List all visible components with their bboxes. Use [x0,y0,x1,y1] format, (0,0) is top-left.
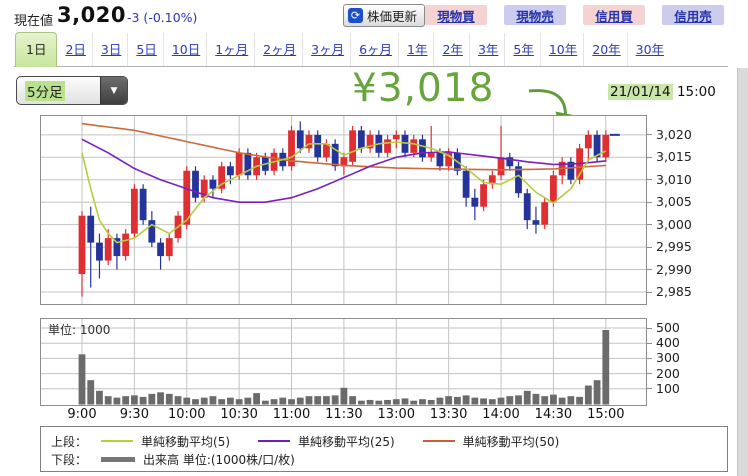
legend-item-単純移動平均(25): 単純移動平均(25) [258,433,395,450]
tab-2日[interactable]: 2日 [59,33,93,66]
volume-tick-dash [646,388,652,390]
x-axis-label-13:00: 13:00 [377,407,415,422]
legend-lower-row: 下段： 出来高 単位:(1000株/口/枚) [51,450,727,468]
volume-tick-dash [646,342,652,344]
volume-tick-label: 400 [656,335,680,351]
period-tabs: 1日 2日 3日 5日 10日 1ヶ月 2ヶ月 3ヶ月 6ヶ月 1年 2年 3年 5年 10年 20年 30年 [14,32,728,67]
legend-upper-label: 上段： [51,434,88,449]
x-axis-label-15:00: 15:00 [587,407,625,422]
price-y-axis: 3,020 3,015 3,010 3,005 3,000 2,995 2,990 2,985 [646,115,706,305]
x-axis-label-11:30: 11:30 [325,407,363,422]
price-tick-dash [646,179,652,181]
tab-6ヶ月[interactable]: 6ヶ月 [353,33,400,66]
price-chart [40,115,647,305]
tab-1年[interactable]: 1年 [401,33,435,66]
legend-lower-label: 下段： [51,452,88,467]
price-tick-dash [646,201,652,203]
price-tick-label: 3,015 [656,149,692,165]
price-tick-label: 2,990 [656,261,692,277]
legend-item-volume: 出来高 単位:(1000株/口/枚) [101,451,295,468]
volume-swatch-icon [101,456,136,462]
volume-unit-label: 単位: 1000 [48,323,111,337]
x-axis-label-10:30: 10:30 [220,407,258,422]
price-tick-label: 3,010 [656,171,692,187]
tab-20年[interactable]: 20年 [586,33,628,66]
volume-chart-svg [41,319,646,405]
chart-legend: 上段： 単純移動平均(5) 単純移動平均(25) 単純移動平均(50) 下段： 出来… [40,426,728,472]
price-tick-dash [646,134,652,136]
price-tick-dash [646,156,652,158]
x-axis-label-9:30: 9:30 [119,407,149,422]
price-tick-dash [646,269,652,271]
current-price-label: 現在値 [14,14,54,29]
trade-button-信用買[interactable]: 信用買 [583,5,645,25]
chart-date: 21/01/14 [608,84,673,100]
price-tick-dash [646,291,652,293]
volume-tick-label: 300 [656,350,680,366]
tab-3ヶ月[interactable]: 3ヶ月 [305,33,352,66]
time-x-axis: 9:00 9:30 10:00 10:30 11:00 11:30 13:00 13:30 14… [40,407,650,424]
interval-select-value: 5分足 [17,77,100,104]
x-axis-label-11:00: 11:00 [272,407,311,422]
ma-line-swatch-icon [422,440,455,442]
chevron-down-icon[interactable]: ▼ [100,77,127,104]
chart-time: 15:00 [676,84,716,100]
legend-upper-row: 上段： 単純移動平均(5) 単純移動平均(25) 単純移動平均(50) [51,432,727,450]
tab-1日[interactable]: 1日 [15,32,58,67]
price-tick-label: 2,985 [656,284,692,299]
tab-5年[interactable]: 5年 [507,33,541,66]
price-tick-label: 3,005 [656,194,692,210]
tab-3日[interactable]: 3日 [95,33,129,66]
price-change: -3 (-0.10%) [127,10,198,25]
ma-line-swatch-icon [101,440,134,442]
tab-1ヶ月[interactable]: 1ヶ月 [209,33,256,66]
trade-button-現物買[interactable]: 現物買 [425,5,487,25]
price-tick-label: 2,995 [656,239,692,255]
refresh-quote-button[interactable]: ⟳ 株価更新 [343,4,426,27]
tab-10年[interactable]: 10年 [543,33,585,66]
tab-3年[interactable]: 3年 [472,33,506,66]
tab-2ヶ月[interactable]: 2ヶ月 [257,33,304,66]
right-scrollbar[interactable] [737,68,748,476]
tab-10日[interactable]: 10日 [166,33,208,66]
refresh-icon: ⟳ [348,8,363,23]
interval-select[interactable]: 5分足 ▼ [16,76,128,105]
volume-tick-dash [646,357,652,359]
chart-datetime: 21/01/14 15:00 [608,84,716,100]
tab-5日[interactable]: 5日 [130,33,164,66]
price-annotation: ¥3,018 [352,66,495,111]
x-axis-label-10:00: 10:00 [168,407,206,422]
trade-button-現物売[interactable]: 現物売 [504,5,566,25]
volume-tick-label: 100 [656,380,680,396]
tab-2年[interactable]: 2年 [436,33,470,66]
volume-tick-label: 500 [656,320,680,335]
price-chart-svg [41,116,646,304]
volume-chart: 単位: 1000 [40,318,647,406]
x-axis-label-13:30: 13:30 [429,407,468,422]
ma-line-swatch-icon [258,440,291,442]
price-tick-label: 3,020 [656,126,692,142]
tab-30年[interactable]: 30年 [635,42,665,57]
legend-item-単純移動平均(50): 単純移動平均(50) [422,433,559,450]
volume-tick-dash [646,373,652,375]
x-axis-label-14:30: 14:30 [534,407,573,422]
volume-tick-label: 200 [656,365,680,381]
refresh-button-label: 株価更新 [367,9,418,24]
legend-item-単純移動平均(5): 単純移動平均(5) [101,433,230,450]
price-tick-dash [646,246,652,248]
price-tick-dash [646,224,652,226]
current-price-value: 3,020 [57,3,126,27]
x-axis-label-9:00: 9:00 [67,407,97,422]
x-axis-label-14:00: 14:00 [482,407,520,422]
volume-y-axis: 500 400 300 200 100 [646,318,706,406]
price-tick-label: 3,000 [656,216,692,232]
trade-button-信用売[interactable]: 信用売 [662,5,724,25]
volume-tick-dash [646,327,652,329]
